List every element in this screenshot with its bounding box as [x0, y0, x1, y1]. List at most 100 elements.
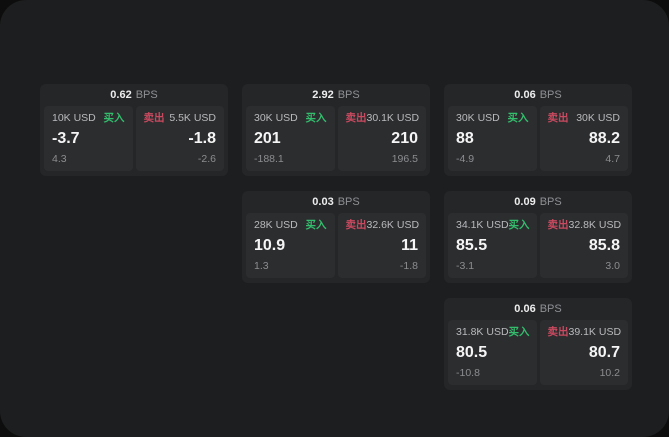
- sell-panel[interactable]: 卖出 30K USD 88.2 4.7: [539, 106, 628, 171]
- sell-delta: -1.8: [399, 260, 418, 272]
- card-body: 28K USD 买入 10.9 1.3 卖出 32.6K USD 11 -1.8: [242, 213, 430, 283]
- buy-side-tag: 买入: [507, 112, 529, 124]
- sell-price: -1.8: [188, 130, 216, 147]
- sell-panel-top: 卖出 5.5K USD: [144, 112, 217, 125]
- sell-price: 210: [391, 130, 418, 147]
- bps-unit-label: BPS: [135, 89, 158, 101]
- buy-delta: -188.1: [254, 153, 284, 165]
- buy-panel[interactable]: 34.1K USD 买入 85.5 -3.1: [448, 213, 537, 278]
- sell-notional: 5.5K USD: [169, 112, 216, 124]
- sell-side-tag: 卖出: [345, 112, 367, 124]
- bps-unit-label: BPS: [539, 89, 562, 101]
- quote-card: 0.06 BPS 31.8K USD 买入 80.5 -10.8 卖出 39.1…: [444, 298, 632, 390]
- sell-panel-top: 卖出 30.1K USD: [345, 112, 420, 125]
- buy-side-tag: 买入: [508, 219, 530, 231]
- quote-card: 0.03 BPS 28K USD 买入 10.9 1.3 卖出 32.6K US…: [242, 191, 430, 283]
- card-body: 34.1K USD 买入 85.5 -3.1 卖出 32.8K USD 85.8…: [444, 213, 632, 283]
- buy-panel-top: 30K USD 买入: [254, 112, 327, 125]
- bps-unit-label: BPS: [337, 196, 360, 208]
- quote-card: 0.06 BPS 30K USD 买入 88 -4.9 卖出 30K USD 8…: [444, 84, 632, 176]
- card-header: 0.09 BPS: [444, 191, 632, 213]
- buy-notional: 30K USD: [254, 112, 298, 124]
- bps-value: 0.06: [514, 303, 536, 315]
- buy-delta: -4.9: [456, 153, 475, 165]
- card-header: 0.06 BPS: [444, 298, 632, 320]
- buy-side-tag: 买入: [305, 219, 327, 231]
- bps-value: 0.09: [514, 196, 536, 208]
- buy-price: 10.9: [254, 237, 286, 254]
- card-body: 30K USD 买入 88 -4.9 卖出 30K USD 88.2 4.7: [444, 106, 632, 176]
- sell-price: 88.2: [588, 130, 620, 147]
- sell-panel-top: 卖出 39.1K USD: [547, 326, 622, 339]
- quote-card: 2.92 BPS 30K USD 买入 201 -188.1 卖出 30.1K …: [242, 84, 430, 176]
- bps-value: 0.06: [514, 89, 536, 101]
- buy-panel-top: 34.1K USD 买入: [456, 219, 530, 232]
- buy-panel-top: 10K USD 买入: [52, 112, 125, 125]
- quote-card: 0.62 BPS 10K USD 买入 -3.7 4.3 卖出 5.5K USD…: [40, 84, 228, 176]
- buy-panel[interactable]: 10K USD 买入 -3.7 4.3: [44, 106, 133, 171]
- bps-value: 0.03: [312, 196, 334, 208]
- sell-delta: 3.0: [605, 260, 620, 272]
- buy-price: -3.7: [52, 130, 80, 147]
- buy-notional: 28K USD: [254, 219, 298, 231]
- sell-price: 80.7: [588, 344, 620, 361]
- sell-side-tag: 卖出: [143, 112, 165, 124]
- buy-side-tag: 买入: [305, 112, 327, 124]
- sell-notional: 30K USD: [576, 112, 620, 124]
- sell-delta: 196.5: [391, 153, 418, 165]
- sell-price: 85.8: [588, 237, 620, 254]
- buy-delta: -10.8: [456, 367, 480, 379]
- sell-notional: 30.1K USD: [366, 112, 420, 124]
- sell-delta: -2.6: [197, 153, 216, 165]
- buy-panel-top: 31.8K USD 买入: [456, 326, 530, 339]
- buy-panel[interactable]: 30K USD 买入 201 -188.1: [246, 106, 335, 171]
- card-body: 30K USD 买入 201 -188.1 卖出 30.1K USD 210 1…: [242, 106, 430, 176]
- buy-panel-top: 30K USD 买入: [456, 112, 529, 125]
- sell-panel-top: 卖出 32.8K USD: [547, 219, 622, 232]
- bps-unit-label: BPS: [539, 196, 562, 208]
- buy-price: 85.5: [456, 237, 488, 254]
- card-body: 31.8K USD 买入 80.5 -10.8 卖出 39.1K USD 80.…: [444, 320, 632, 390]
- card-header: 0.62 BPS: [40, 84, 228, 106]
- buy-delta: 4.3: [52, 153, 67, 165]
- sell-notional: 39.1K USD: [568, 326, 622, 338]
- sell-panel-top: 卖出 30K USD: [548, 112, 621, 125]
- bps-value: 2.92: [312, 89, 334, 101]
- card-body: 10K USD 买入 -3.7 4.3 卖出 5.5K USD -1.8 -2.…: [40, 106, 228, 176]
- buy-delta: 1.3: [254, 260, 269, 272]
- sell-panel[interactable]: 卖出 39.1K USD 80.7 10.2: [539, 320, 628, 385]
- sell-panel-top: 卖出 32.6K USD: [345, 219, 420, 232]
- bps-unit-label: BPS: [337, 89, 360, 101]
- sell-side-tag: 卖出: [547, 219, 569, 231]
- sell-panel[interactable]: 卖出 32.6K USD 11 -1.8: [337, 213, 426, 278]
- sell-notional: 32.6K USD: [366, 219, 420, 231]
- sell-side-tag: 卖出: [547, 326, 569, 338]
- card-header: 2.92 BPS: [242, 84, 430, 106]
- quote-card: 0.09 BPS 34.1K USD 买入 85.5 -3.1 卖出 32.8K…: [444, 191, 632, 283]
- buy-side-tag: 买入: [508, 326, 530, 338]
- buy-notional: 30K USD: [456, 112, 500, 124]
- sell-panel[interactable]: 卖出 30.1K USD 210 196.5: [337, 106, 426, 171]
- cards-grid: 0.62 BPS 10K USD 买入 -3.7 4.3 卖出 5.5K USD…: [40, 84, 632, 390]
- sell-panel[interactable]: 卖出 32.8K USD 85.8 3.0: [539, 213, 628, 278]
- sell-side-tag: 卖出: [345, 219, 367, 231]
- buy-panel-top: 28K USD 买入: [254, 219, 327, 232]
- buy-panel[interactable]: 28K USD 买入 10.9 1.3: [246, 213, 335, 278]
- buy-panel[interactable]: 30K USD 买入 88 -4.9: [448, 106, 537, 171]
- buy-panel[interactable]: 31.8K USD 买入 80.5 -10.8: [448, 320, 537, 385]
- buy-delta: -3.1: [456, 260, 475, 272]
- card-header: 0.03 BPS: [242, 191, 430, 213]
- sell-panel[interactable]: 卖出 5.5K USD -1.8 -2.6: [135, 106, 224, 171]
- buy-price: 80.5: [456, 344, 488, 361]
- bps-value: 0.62: [110, 89, 132, 101]
- buy-notional: 10K USD: [52, 112, 96, 124]
- buy-side-tag: 买入: [103, 112, 125, 124]
- sell-delta: 10.2: [599, 367, 620, 379]
- buy-price: 88: [456, 130, 474, 147]
- sell-delta: 4.7: [605, 153, 620, 165]
- buy-notional: 31.8K USD: [456, 326, 509, 338]
- card-header: 0.06 BPS: [444, 84, 632, 106]
- sell-notional: 32.8K USD: [568, 219, 622, 231]
- bps-unit-label: BPS: [539, 303, 562, 315]
